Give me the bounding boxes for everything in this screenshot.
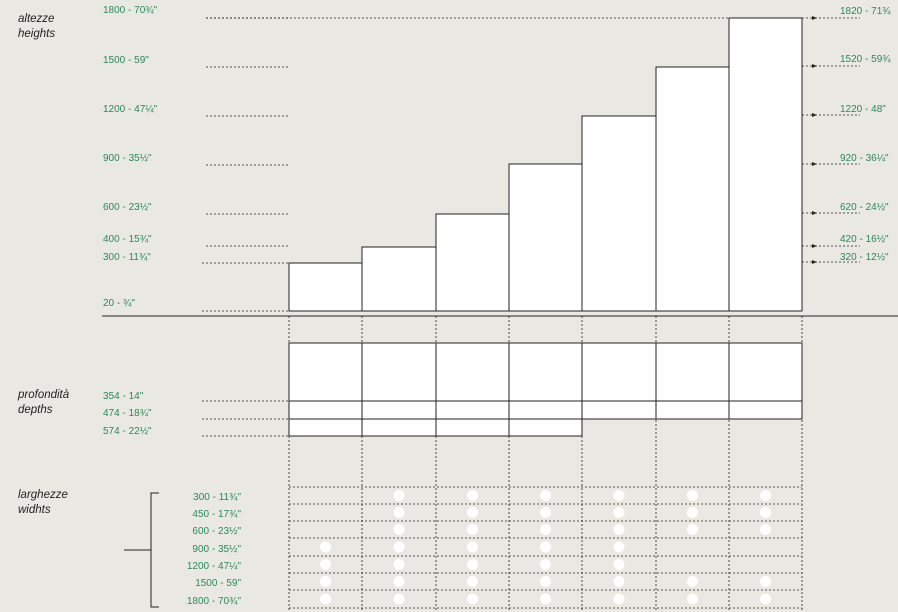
width-label: 1500 - 59"	[195, 578, 241, 589]
availability-dot	[540, 576, 551, 587]
availability-dot	[540, 559, 551, 570]
height-module-box	[655, 66, 730, 312]
height-right-label: 1820 - 71¾	[840, 6, 891, 17]
availability-dot	[393, 559, 405, 570]
availability-dot	[393, 576, 405, 587]
depth-module-box	[288, 342, 363, 437]
arrow-icon	[812, 211, 817, 215]
depth-module-box	[508, 342, 583, 437]
availability-dot	[760, 593, 771, 605]
height-left-label: 400 - 15¾"	[103, 234, 152, 245]
availability-dot	[467, 507, 478, 518]
availability-dot	[540, 524, 551, 535]
availability-dot	[467, 559, 478, 570]
availability-dot	[467, 541, 478, 553]
availability-dot	[613, 524, 625, 535]
height-module-box	[361, 246, 437, 312]
heights-label-it: altezze	[18, 13, 55, 25]
arrow-icon	[812, 113, 817, 117]
height-right-label: 1520 - 59¾	[840, 54, 891, 65]
availability-dot	[320, 559, 331, 570]
arrow-icon	[812, 260, 817, 264]
heights-section-label: altezze heights	[18, 12, 55, 42]
width-label: 450 - 17¾"	[192, 509, 241, 520]
depth-module-box	[435, 342, 510, 437]
availability-dot	[467, 490, 478, 501]
widths-bracket	[150, 492, 159, 608]
arrow-icon	[812, 16, 817, 20]
height-left-label: 20 - ¾"	[103, 298, 135, 309]
height-module-box	[435, 213, 510, 312]
heights-label-en: heights	[18, 28, 56, 40]
availability-dot	[613, 541, 625, 553]
arrow-icon	[812, 64, 817, 68]
availability-dot	[613, 490, 625, 501]
width-label: 1200 - 47¼"	[186, 561, 241, 572]
width-label: 900 - 35½"	[192, 544, 241, 555]
availability-dot	[540, 541, 551, 553]
height-left-label: 1200 - 47¼"	[103, 104, 158, 115]
widths-label-en: widhts	[18, 504, 51, 516]
height-left-label: 600 - 23½"	[103, 202, 152, 213]
availability-dot	[320, 541, 331, 553]
height-left-label: 1500 - 59"	[103, 55, 149, 66]
availability-dot	[540, 490, 551, 501]
availability-dot	[613, 593, 625, 605]
availability-dot	[613, 559, 625, 570]
height-left-label: 300 - 11¾"	[103, 252, 151, 263]
widths-section-label: larghezze widhts	[18, 488, 68, 518]
height-right-label: 1220 - 48"	[840, 104, 886, 115]
depths-section-label: profondità depths	[18, 388, 69, 418]
availability-dot	[760, 524, 771, 535]
availability-dot	[760, 507, 771, 518]
height-right-label: 620 - 24½"	[840, 202, 889, 213]
availability-dot	[467, 576, 478, 587]
width-label: 300 - 11¾"	[193, 492, 241, 503]
depth-label: 474 - 18¾"	[103, 408, 152, 419]
availability-dot	[467, 524, 478, 535]
height-left-label: 1800 - 70¾"	[103, 5, 158, 16]
width-label: 1800 - 70¾"	[186, 596, 241, 607]
height-module-box	[581, 115, 657, 312]
availability-dot	[613, 507, 625, 518]
depth-module-box	[581, 342, 657, 420]
depths-label-en: depths	[18, 404, 53, 416]
availability-dot	[467, 593, 478, 605]
availability-dot	[540, 507, 551, 518]
availability-dot	[687, 524, 698, 535]
availability-dot	[393, 593, 405, 605]
depth-module-box	[728, 342, 803, 420]
arrow-icon	[812, 162, 817, 166]
availability-dot	[393, 507, 405, 518]
availability-dot	[687, 576, 698, 587]
height-left-label: 900 - 35½"	[103, 153, 152, 164]
depth-label: 354 - 14"	[103, 391, 144, 402]
depth-module-box	[361, 342, 437, 437]
height-module-box	[728, 17, 803, 312]
availability-dot	[393, 541, 405, 553]
availability-dot	[393, 524, 405, 535]
depth-label: 574 - 22½"	[103, 426, 152, 437]
availability-dot	[687, 507, 698, 518]
height-module-box	[508, 163, 583, 312]
widths-label-it: larghezze	[18, 489, 68, 501]
availability-dot	[393, 490, 405, 501]
height-right-label: 420 - 16½"	[840, 234, 889, 245]
availability-dot	[760, 490, 771, 501]
availability-dot	[687, 490, 698, 501]
arrow-icon	[812, 244, 817, 248]
depth-module-box	[655, 342, 730, 420]
width-label: 600 - 23½"	[192, 526, 241, 537]
availability-dot	[540, 593, 551, 605]
availability-dot	[613, 576, 625, 587]
availability-dot	[760, 576, 771, 587]
height-right-label: 320 - 12½"	[840, 252, 889, 263]
depths-label-it: profondità	[18, 389, 70, 401]
availability-dot	[687, 593, 698, 605]
height-module-box	[288, 262, 363, 312]
availability-dot	[320, 576, 331, 587]
height-right-label: 920 - 36¼"	[840, 153, 889, 164]
availability-dot	[320, 593, 331, 605]
